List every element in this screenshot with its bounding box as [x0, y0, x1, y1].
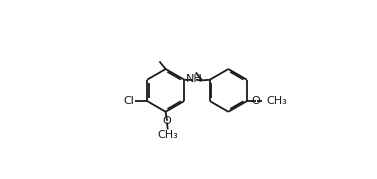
Text: CH₃: CH₃ [157, 130, 178, 140]
Text: O: O [162, 116, 172, 126]
Text: O: O [251, 96, 260, 106]
Text: CH₃: CH₃ [266, 96, 287, 106]
Text: Cl: Cl [124, 96, 135, 106]
Text: NH: NH [186, 74, 202, 84]
